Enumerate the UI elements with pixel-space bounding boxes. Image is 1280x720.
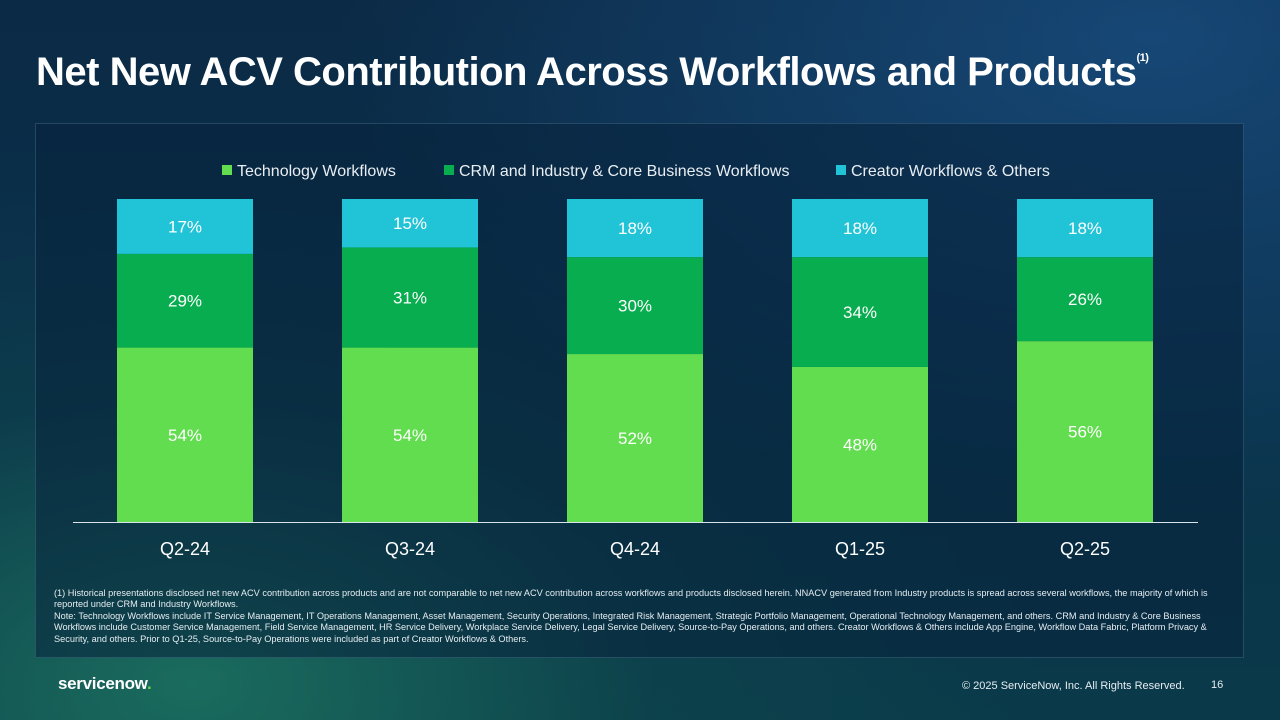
legend-swatch-creator-workflows-others — [836, 165, 846, 175]
x-tick-q2-25: Q2-25 — [1060, 539, 1110, 559]
footnote-note: Note: Technology Workflows include IT Se… — [54, 610, 1207, 644]
x-axis-tick-labels: Q2-24 Q3-24 Q4-24 Q1-25 Q2-25 — [160, 539, 1110, 559]
data-label-q3-24-crm-and-industry-core-business-workflows: 31% — [393, 289, 427, 308]
x-tick-q1-25: Q1-25 — [835, 539, 885, 559]
chart-bars — [117, 199, 1153, 522]
bar-q1-25-crm-and-industry-core-business-workflows — [792, 257, 928, 367]
bar-q2-25-crm-and-industry-core-business-workflows — [1017, 257, 1153, 342]
data-label-q1-25-creator-workflows-others: 18% — [843, 219, 877, 238]
legend-label-creator-workflows-others: Creator Workflows & Others — [851, 163, 1050, 180]
data-label-q2-25-technology-workflows: 56% — [1068, 423, 1102, 442]
servicenow-logo: servicenow. — [58, 674, 152, 693]
bar-q2-24-technology-workflows — [117, 347, 253, 522]
data-label-q4-24-technology-workflows: 52% — [618, 429, 652, 448]
data-label-q2-25-creator-workflows-others: 18% — [1068, 219, 1102, 238]
footnote-1: (1) Historical presentations disclosed n… — [54, 588, 1208, 610]
data-label-q4-24-creator-workflows-others: 18% — [618, 219, 652, 238]
chart-data-labels: 54% 29% 17% 54% 31% 15% 52% 30% 18% 48% 34% 18% 56% 2… — [168, 214, 1102, 454]
bar-q2-24-creator-workflows-others — [117, 199, 253, 254]
data-label-q2-24-technology-workflows: 54% — [168, 426, 202, 445]
legend-swatch-crm-and-industry-core-business-workflows — [444, 165, 454, 175]
data-label-q2-25-crm-and-industry-core-business-workflows: 26% — [1068, 290, 1102, 309]
chart-legend: Technology Workflows CRM and Industry & C… — [222, 163, 1050, 180]
data-label-q1-25-technology-workflows: 48% — [843, 435, 877, 454]
data-label-q1-25-crm-and-industry-core-business-workflows: 34% — [843, 303, 877, 322]
bar-q1-25-creator-workflows-others — [792, 199, 928, 258]
title-footnote-marker: (1) — [1136, 51, 1149, 64]
bar-q4-24-creator-workflows-others — [567, 199, 703, 258]
data-label-q4-24-crm-and-industry-core-business-workflows: 30% — [618, 297, 652, 316]
copyright-text: © 2025 ServiceNow, Inc. All Rights Reser… — [962, 680, 1185, 692]
bar-q2-25-creator-workflows-others — [1017, 199, 1153, 258]
data-label-q2-24-crm-and-industry-core-business-workflows: 29% — [168, 292, 202, 311]
bar-q2-25-technology-workflows — [1017, 341, 1153, 522]
bar-q4-24-crm-and-industry-core-business-workflows — [567, 257, 703, 355]
bar-q3-24-crm-and-industry-core-business-workflows — [342, 247, 478, 348]
legend-label-crm-and-industry-core-business-workflows: CRM and Industry & Core Business Workflo… — [459, 163, 789, 180]
data-label-q2-24-creator-workflows-others: 17% — [168, 217, 202, 236]
bar-q2-24-crm-and-industry-core-business-workflows — [117, 253, 253, 348]
x-tick-q4-24: Q4-24 — [610, 539, 660, 559]
page-title: Net New ACV Contribution Across Workflow… — [36, 50, 1149, 94]
x-tick-q3-24: Q3-24 — [385, 539, 435, 559]
x-tick-q2-24: Q2-24 — [160, 539, 210, 559]
bar-q4-24-technology-workflows — [567, 354, 703, 522]
legend-swatch-technology-workflows — [222, 165, 232, 175]
data-label-q3-24-creator-workflows-others: 15% — [393, 214, 427, 233]
stacked-bar-chart: Technology Workflows CRM and Industry & C… — [73, 163, 1198, 559]
bar-q3-24-technology-workflows — [342, 347, 478, 522]
footnote-block: (1) Historical presentations disclosed n… — [54, 588, 1214, 645]
legend-label-technology-workflows: Technology Workflows — [237, 163, 396, 180]
bar-q1-25-technology-workflows — [792, 366, 928, 522]
page-number: 16 — [1211, 679, 1224, 691]
data-label-q3-24-technology-workflows: 54% — [393, 426, 427, 445]
bar-q3-24-creator-workflows-others — [342, 199, 478, 248]
